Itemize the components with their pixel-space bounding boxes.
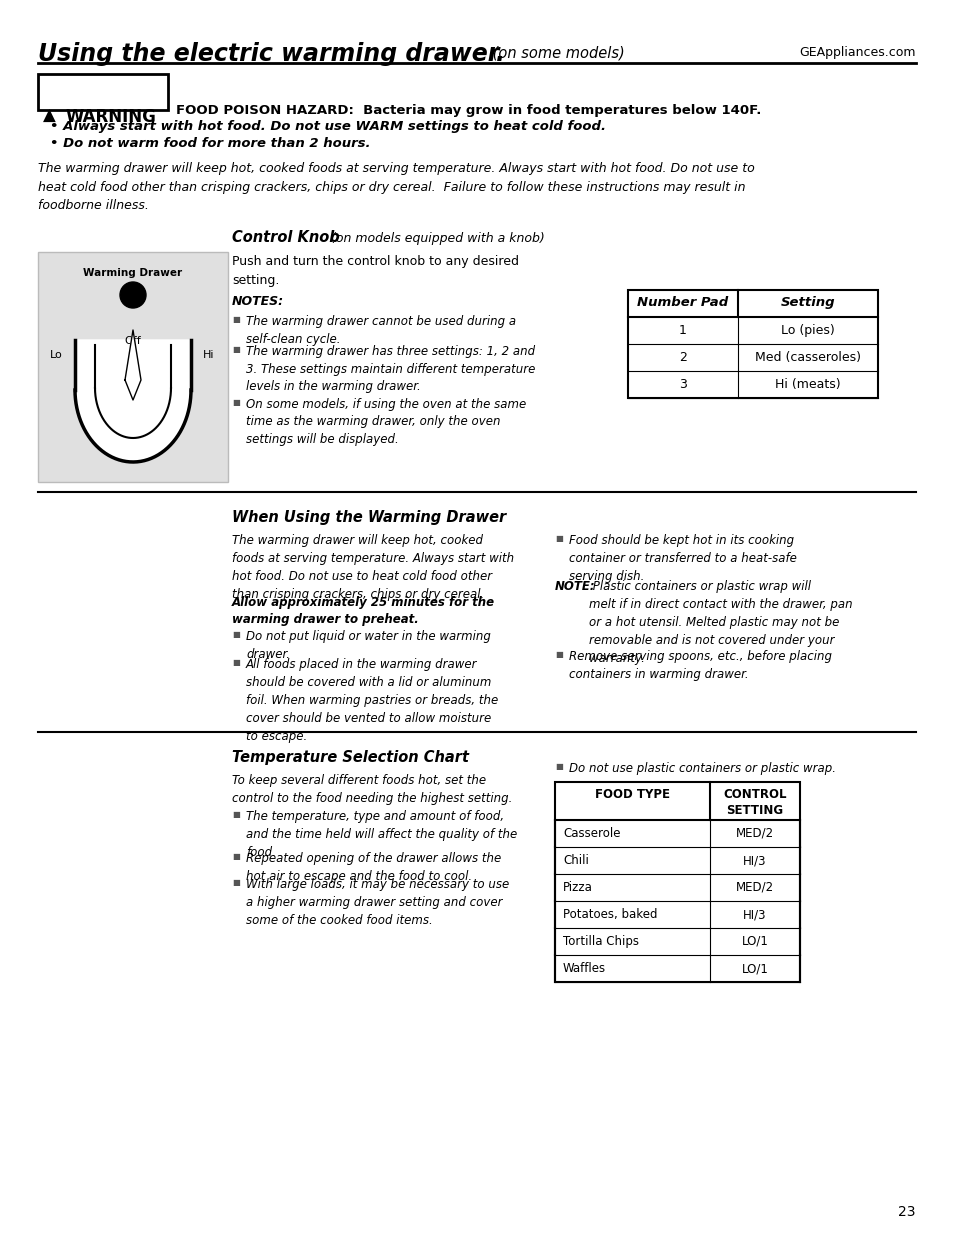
Text: When Using the Warming Drawer: When Using the Warming Drawer [232, 510, 506, 525]
Text: MED/2: MED/2 [735, 827, 773, 840]
Bar [38, 74, 168, 110]
Text: Hi (meats): Hi (meats) [775, 378, 840, 391]
Text: • Do not warm food for more than 2 hours.: • Do not warm food for more than 2 hours… [50, 137, 370, 149]
Text: Using the electric warming drawer.: Using the electric warming drawer. [38, 42, 504, 65]
Text: The temperature, type and amount of food,
and the time held will affect the qual: The temperature, type and amount of food… [246, 810, 517, 860]
Text: Push and turn the control knob to any desired
setting.: Push and turn the control knob to any de… [232, 254, 518, 287]
Text: Food should be kept hot in its cooking
container or transferred to a heat-safe
s: Food should be kept hot in its cooking c… [568, 534, 796, 583]
Text: • Always start with hot food. Do not use WARM settings to heat cold food.: • Always start with hot food. Do not use… [50, 120, 605, 133]
Text: ■: ■ [232, 315, 239, 324]
Text: MED/2: MED/2 [735, 881, 773, 894]
Text: ■: ■ [232, 345, 239, 354]
Text: ■: ■ [555, 534, 562, 543]
Text: ■: ■ [232, 630, 239, 638]
Bar [627, 290, 877, 398]
Text: Allow approximately 25 minutes for the
warming drawer to preheat.: Allow approximately 25 minutes for the w… [232, 597, 495, 626]
Text: HI/3: HI/3 [742, 908, 766, 921]
Text: 1: 1 [679, 324, 686, 337]
Text: Waffles: Waffles [562, 962, 605, 974]
Text: CONTROL
SETTING: CONTROL SETTING [722, 788, 786, 818]
Text: ■: ■ [232, 810, 239, 819]
Text: Do not use plastic containers or plastic wrap.: Do not use plastic containers or plastic… [568, 762, 835, 776]
Text: Pizza: Pizza [562, 881, 592, 894]
Polygon shape [125, 330, 141, 400]
Text: Temperature Selection Chart: Temperature Selection Chart [232, 750, 469, 764]
Text: The warming drawer will keep hot, cooked
foods at serving temperature. Always st: The warming drawer will keep hot, cooked… [232, 534, 514, 601]
Text: ■: ■ [232, 658, 239, 667]
Text: ■: ■ [555, 650, 562, 659]
Text: 3: 3 [679, 378, 686, 391]
Text: WARNING: WARNING [66, 107, 156, 126]
Text: (on some models): (on some models) [488, 46, 624, 61]
Text: HI/3: HI/3 [742, 853, 766, 867]
Text: Remove serving spoons, etc., before placing
containers in warming drawer.: Remove serving spoons, etc., before plac… [568, 650, 831, 680]
Text: Lo: Lo [51, 350, 63, 359]
Text: Med (casseroles): Med (casseroles) [754, 351, 861, 364]
Text: Repeated opening of the drawer allows the
hot air to escape and the food to cool: Repeated opening of the drawer allows th… [246, 852, 500, 883]
Text: FOOD TYPE: FOOD TYPE [595, 788, 669, 802]
Text: Potatoes, baked: Potatoes, baked [562, 908, 657, 921]
Text: (on models equipped with a knob): (on models equipped with a knob) [327, 232, 544, 245]
Polygon shape [75, 340, 191, 462]
Text: ■: ■ [232, 878, 239, 887]
Text: The warming drawer cannot be used during a
self-clean cycle.: The warming drawer cannot be used during… [246, 315, 516, 346]
Text: Casserole: Casserole [562, 827, 619, 840]
Text: Tortilla Chips: Tortilla Chips [562, 935, 639, 948]
Text: ▲: ▲ [43, 107, 55, 125]
Text: Setting: Setting [780, 296, 835, 309]
Text: With large loads, it may be necessary to use
a higher warming drawer setting and: With large loads, it may be necessary to… [246, 878, 509, 927]
Text: Off: Off [125, 336, 141, 346]
Text: ■: ■ [232, 852, 239, 861]
Text: The warming drawer has three settings: 1, 2 and
3. These settings maintain diffe: The warming drawer has three settings: 1… [246, 345, 535, 393]
Text: Control Knob: Control Knob [232, 230, 339, 245]
Text: Plastic containers or plastic wrap will
melt if in direct contact with the drawe: Plastic containers or plastic wrap will … [588, 580, 852, 664]
Text: ■: ■ [555, 762, 562, 771]
Text: FOOD POISON HAZARD:  Bacteria may grow in food temperatures below 140F.: FOOD POISON HAZARD: Bacteria may grow in… [175, 104, 760, 117]
Circle shape [120, 282, 146, 308]
Text: LO/1: LO/1 [740, 935, 767, 948]
Bar [38, 252, 228, 482]
Text: LO/1: LO/1 [740, 962, 767, 974]
Text: NOTE:: NOTE: [555, 580, 595, 593]
Bar [555, 782, 800, 982]
Text: All foods placed in the warming drawer
should be covered with a lid or aluminum
: All foods placed in the warming drawer s… [246, 658, 497, 743]
Text: Do not put liquid or water in the warming
drawer.: Do not put liquid or water in the warmin… [246, 630, 491, 661]
Text: To keep several different foods hot, set the
control to the food needing the hig: To keep several different foods hot, set… [232, 774, 512, 805]
Text: GEAppliances.com: GEAppliances.com [799, 46, 915, 59]
Text: 2: 2 [679, 351, 686, 364]
Text: Chili: Chili [562, 853, 588, 867]
Text: On some models, if using the oven at the same
time as the warming drawer, only t: On some models, if using the oven at the… [246, 398, 526, 446]
Text: Warming Drawer: Warming Drawer [83, 268, 182, 278]
Text: Number Pad: Number Pad [637, 296, 728, 309]
Text: NOTES:: NOTES: [232, 295, 284, 308]
Text: Lo (pies): Lo (pies) [781, 324, 834, 337]
Text: The warming drawer will keep hot, cooked foods at serving temperature. Always st: The warming drawer will keep hot, cooked… [38, 162, 754, 212]
Text: 23: 23 [898, 1205, 915, 1219]
Text: Hi: Hi [203, 350, 214, 359]
Text: ■: ■ [232, 398, 239, 408]
